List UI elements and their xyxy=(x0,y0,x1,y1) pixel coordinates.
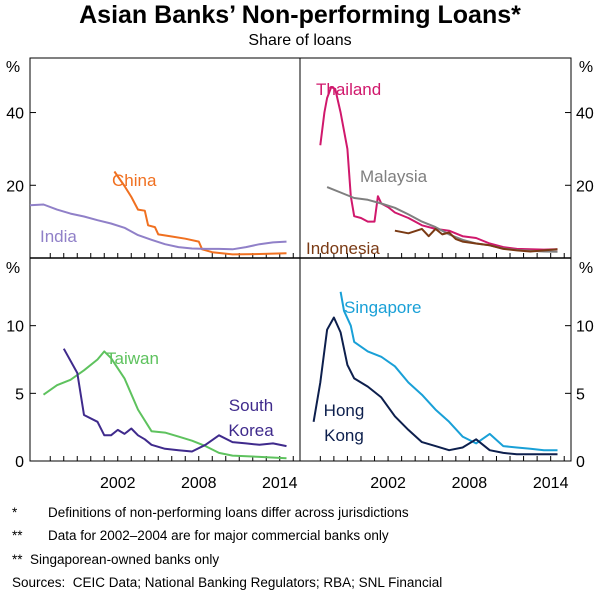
footnote-commercial-banks: ** Data for 2002–2004 are for major comme… xyxy=(12,527,389,545)
y-tick-label-right: 20 xyxy=(576,178,594,195)
footnote-definitions: * Definitions of non-performing loans dif… xyxy=(12,504,409,522)
x-tick-label: 2014 xyxy=(262,475,298,492)
series-label-malaysia: Malaysia xyxy=(360,167,428,186)
y-axis-unit-left: % xyxy=(6,59,20,76)
y-axis-unit-right: % xyxy=(579,260,593,277)
series-label-singapore: Singapore xyxy=(344,298,422,317)
y-tick-label-left: 40 xyxy=(6,106,24,123)
series-line-indonesia xyxy=(394,227,558,253)
chart-title: Asian Banks’ Non-performing Loans* xyxy=(79,1,521,29)
footnote-text: Singaporean-owned banks only xyxy=(30,552,220,567)
series-label-china: China xyxy=(112,171,157,190)
series-label-south-korea-line2: Korea xyxy=(228,421,274,440)
series-line-thailand xyxy=(319,86,558,251)
y-tick-label-left: 10 xyxy=(6,319,24,336)
footnote-text: Definitions of non-performing loans diff… xyxy=(48,505,409,520)
y-tick-label-right: 10 xyxy=(576,319,594,336)
series-line-india xyxy=(29,203,287,251)
series-label-hong-kong-line2: Kong xyxy=(324,426,364,445)
y-tick-label-left: 0 xyxy=(15,454,24,471)
footnote-text: Data for 2002–2004 are for major commerc… xyxy=(48,528,389,543)
series-label-india: India xyxy=(40,227,77,246)
x-tick-label: 2008 xyxy=(452,475,488,492)
series-label-thailand: Thailand xyxy=(316,80,381,99)
footnote-marker: * xyxy=(12,505,18,520)
chart-subtitle: Share of loans xyxy=(248,32,352,49)
y-axis-unit-right: % xyxy=(579,59,593,76)
series-line-south-korea xyxy=(62,348,287,453)
y-tick-label-right: 0 xyxy=(576,454,585,471)
y-tick-label-left: 5 xyxy=(15,386,24,403)
y-tick-label-right: 40 xyxy=(576,106,594,123)
footnote-singapore: ** Singaporean-owned banks only xyxy=(12,551,219,569)
x-tick-label: 2014 xyxy=(533,475,569,492)
y-tick-label-right: 5 xyxy=(576,386,585,403)
series-line-singapore xyxy=(339,291,558,452)
series-label-south-korea-line1: South xyxy=(229,396,273,415)
series-line-china xyxy=(113,170,287,256)
series-label-indonesia: Indonesia xyxy=(306,239,380,258)
y-tick-label-left: 20 xyxy=(6,178,24,195)
footnote-marker: ** xyxy=(12,552,23,567)
series-line-hong-kong xyxy=(312,316,558,456)
series-label-taiwan: Taiwan xyxy=(106,349,159,368)
chart-figure: % 20 40% 20 40% 0 5 10 2002 2008 2014% 0 5 10 2002 2008… xyxy=(6,57,594,492)
x-tick-label: 2002 xyxy=(100,475,136,492)
y-axis-unit-left: % xyxy=(6,260,20,277)
sources-note: Sources: CEIC Data; National Banking Reg… xyxy=(12,575,443,590)
footnote-marker: ** xyxy=(12,528,23,543)
x-tick-label: 2002 xyxy=(370,475,406,492)
series-line-taiwan xyxy=(42,350,287,460)
series-label-hong-kong-line1: Hong xyxy=(324,401,365,420)
x-tick-label: 2008 xyxy=(181,475,217,492)
